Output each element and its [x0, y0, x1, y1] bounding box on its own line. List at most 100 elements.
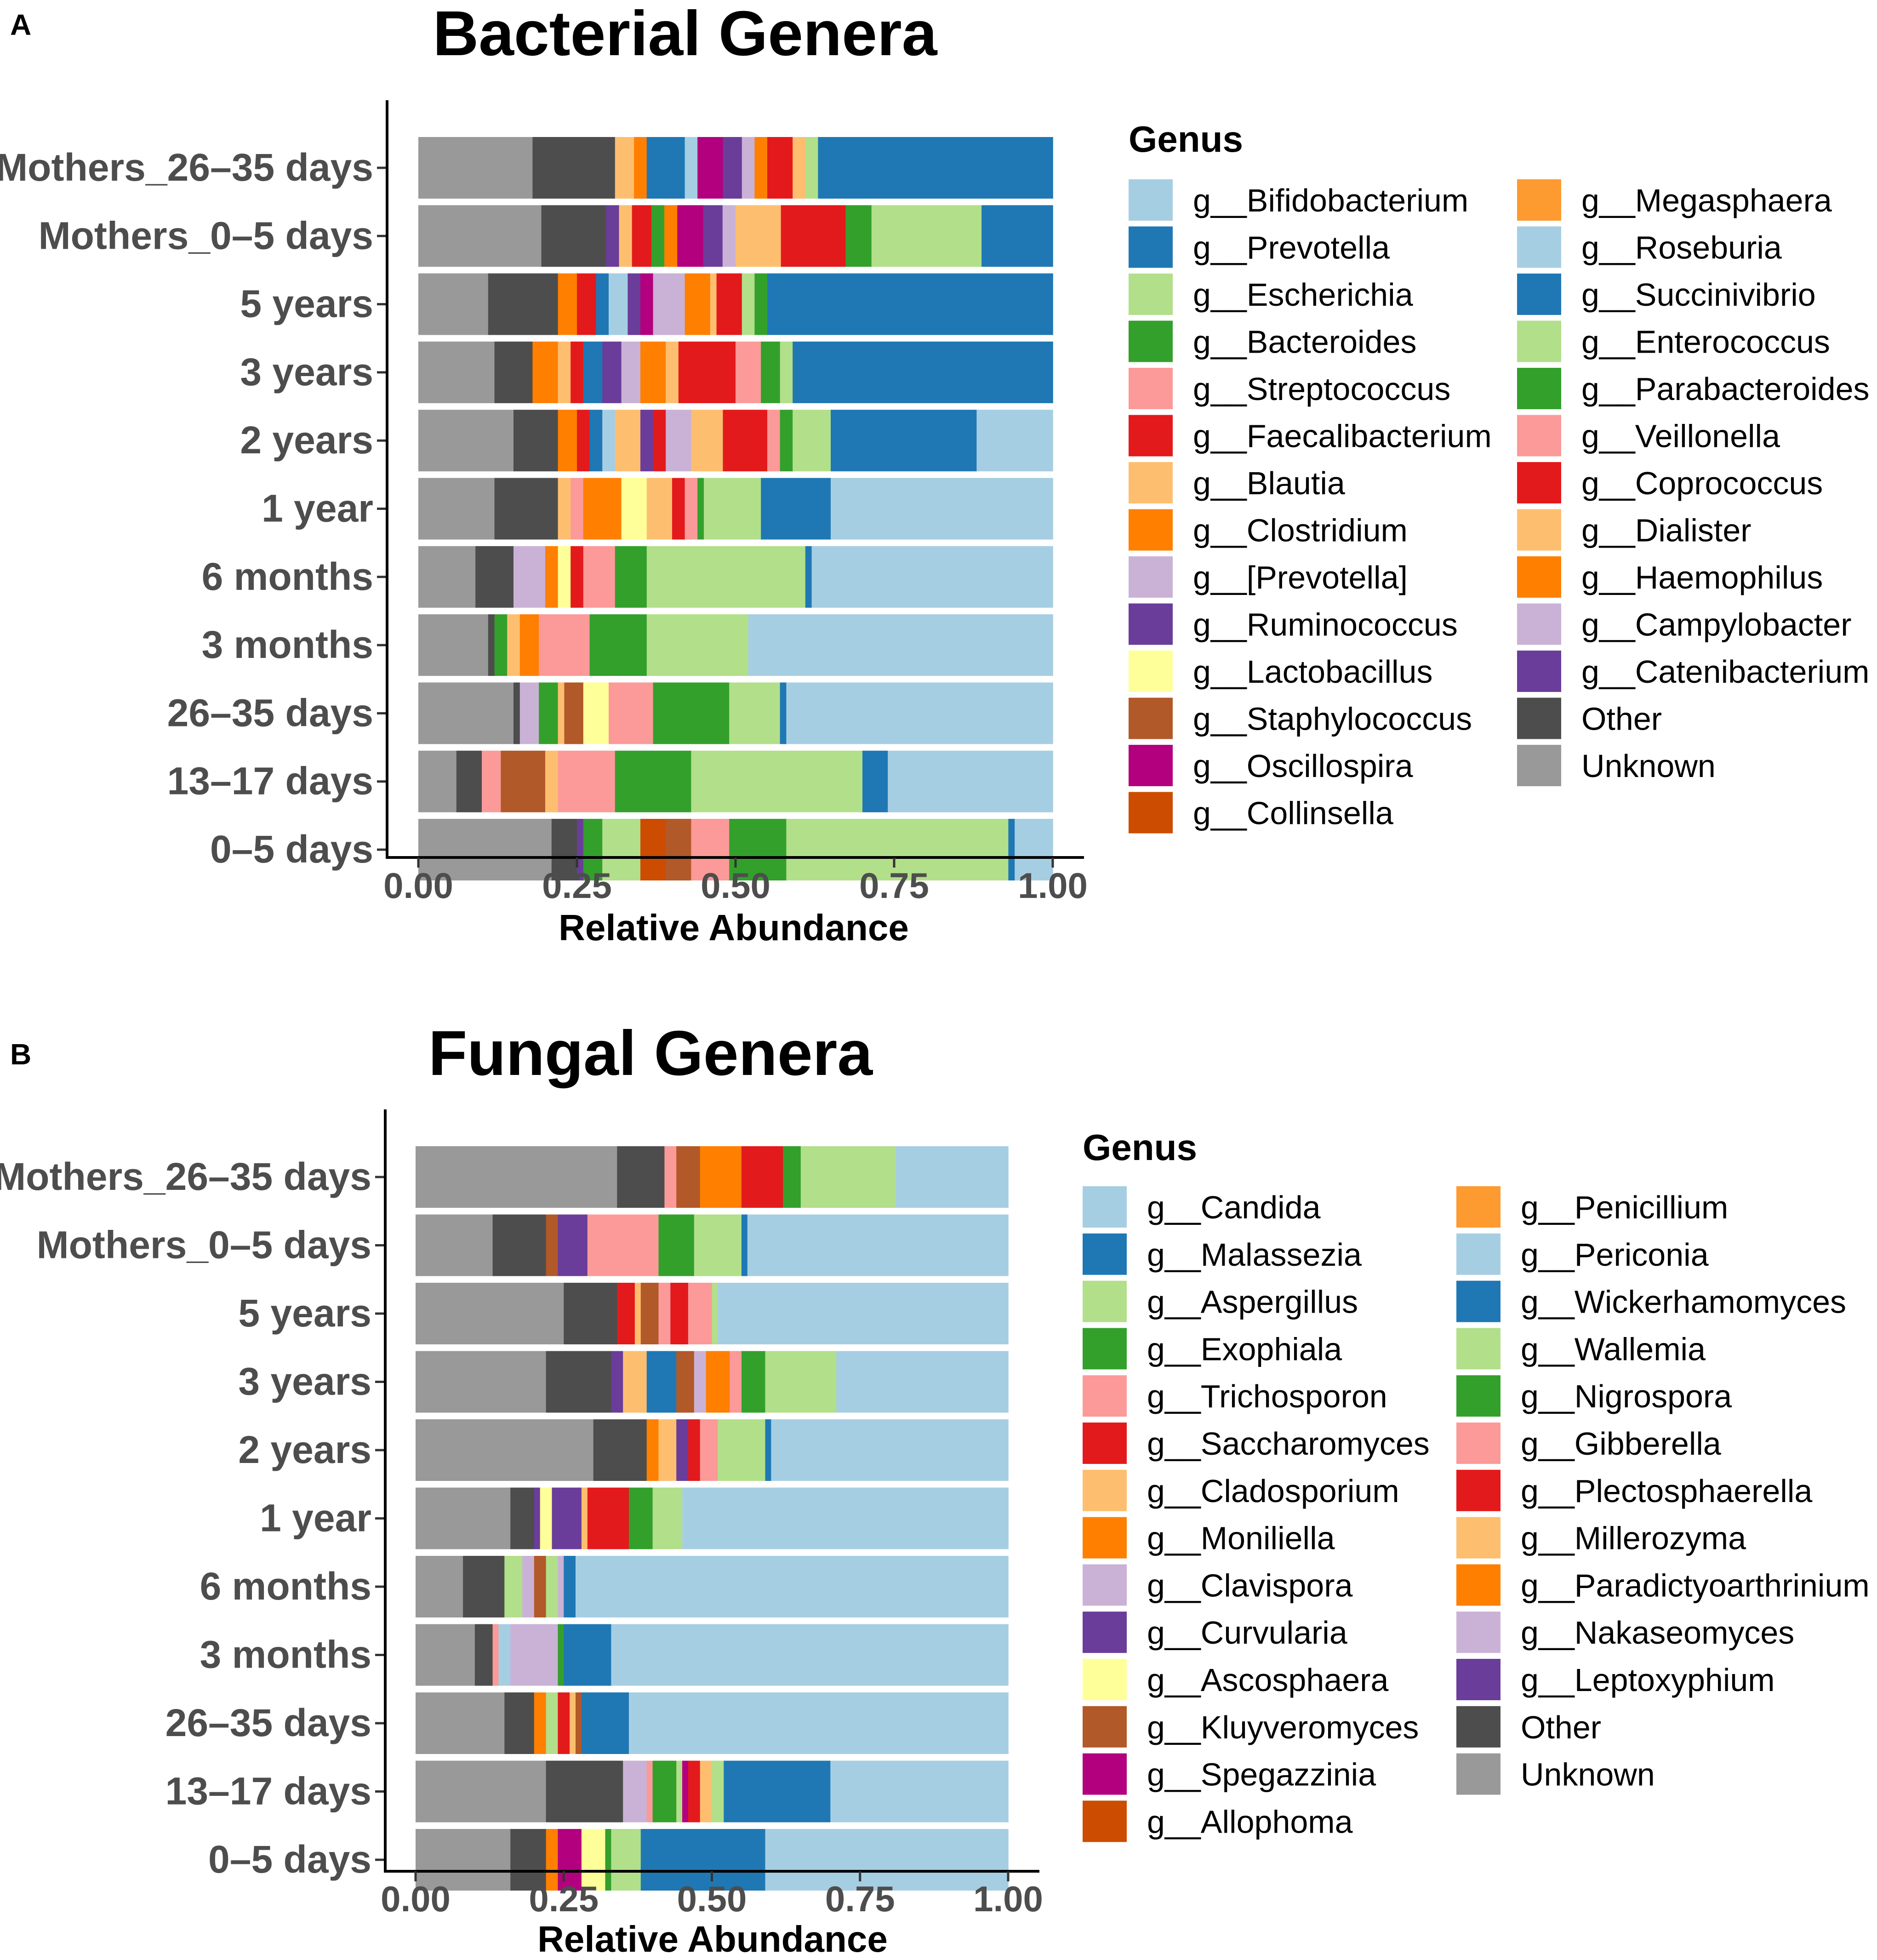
bar-segment — [418, 614, 489, 676]
legend-swatch — [1083, 1469, 1127, 1511]
legend-item: g__Streptococcus — [1129, 368, 1450, 409]
bar-segment — [416, 1624, 475, 1686]
legend-item: g__Prevotella — [1129, 226, 1390, 268]
bar-segment — [981, 205, 1053, 267]
category-label: 13–17 days — [165, 1770, 371, 1813]
legend-swatch — [1456, 1233, 1500, 1275]
bar-segment — [416, 1760, 547, 1823]
bar-segment — [685, 478, 698, 540]
bar-segment — [418, 682, 514, 744]
bar-segment — [646, 614, 749, 676]
legend-label: g__Collinsella — [1193, 795, 1393, 831]
bar-segment — [697, 478, 704, 540]
bar-segment — [546, 1760, 623, 1823]
legend-item: g__Plectosphaerella — [1456, 1469, 1812, 1511]
legend-swatch — [1456, 1611, 1500, 1653]
legend-label: g__Blautia — [1193, 465, 1345, 501]
bar-segment — [836, 1351, 1009, 1413]
x-axis-title: Relative Abundance — [537, 1919, 888, 1960]
bar-segment — [513, 410, 559, 472]
legend-swatch — [1129, 368, 1173, 409]
bar-segment — [583, 546, 616, 608]
bar-segment — [653, 273, 685, 335]
legend-swatch — [1129, 745, 1173, 786]
legend-swatch — [1083, 1659, 1127, 1700]
legend-swatch — [1517, 509, 1561, 551]
x-tick-label: 0.75 — [825, 1879, 895, 1919]
bar-segment — [552, 1487, 582, 1549]
legend-swatch — [1083, 1706, 1127, 1748]
bar-segment — [589, 614, 647, 676]
legend-label: g__Succinivibrio — [1581, 277, 1816, 313]
bar-segment — [504, 1692, 535, 1754]
bar-segment — [494, 341, 533, 403]
category-label: 6 months — [200, 1565, 371, 1608]
bar-segment — [498, 1624, 511, 1686]
legend-label: g__Clavispora — [1147, 1567, 1353, 1603]
bar-segment — [546, 1692, 559, 1754]
bar-segment — [729, 819, 787, 880]
bar-segment — [551, 819, 577, 880]
bar-segment — [416, 1556, 463, 1617]
legend-item: g__Trichosporon — [1083, 1375, 1387, 1417]
legend-item: g__Kluyveromyces — [1083, 1706, 1419, 1748]
bar-segment — [652, 1760, 677, 1823]
legend-swatch — [1083, 1233, 1127, 1275]
legend-item: g__Gibberella — [1456, 1423, 1721, 1464]
bar-segment — [581, 1487, 588, 1549]
legend-label: g__Coprococcus — [1581, 465, 1823, 501]
x-tick-label: 0.25 — [529, 1879, 599, 1919]
legend-swatch — [1456, 1564, 1500, 1606]
bar-segment — [611, 1624, 1009, 1686]
legend-swatch — [1129, 651, 1173, 692]
bar-segment — [577, 273, 597, 335]
bar-segment — [576, 1692, 582, 1754]
legend-swatch — [1083, 1611, 1127, 1653]
bar-segment — [646, 478, 673, 540]
legend-item: g__Catenibacterium — [1517, 651, 1869, 692]
bar-row — [418, 682, 1053, 744]
bar-segment — [736, 341, 761, 403]
bar-segment — [640, 819, 666, 880]
bar-segment — [742, 1351, 766, 1413]
legend-swatch — [1517, 179, 1561, 221]
bar-segment — [545, 546, 559, 608]
legend-label: g__Streptococcus — [1193, 371, 1450, 407]
category-label: Mothers_0–5 days — [37, 1223, 371, 1267]
bar-segment — [888, 750, 1053, 812]
legend-item: g__Clavispora — [1083, 1564, 1353, 1606]
legend-item: g__Veillonella — [1517, 415, 1780, 457]
bar-segment — [558, 546, 571, 608]
bar-segment — [640, 273, 654, 335]
bar-segment — [718, 1419, 766, 1481]
bar-segment — [754, 137, 768, 199]
legend-item: g__Blautia — [1129, 462, 1345, 503]
legend-label: g__Malassezia — [1147, 1237, 1362, 1273]
x-tick-label: 0.00 — [383, 865, 453, 906]
legend-label: g__Haemophilus — [1581, 560, 1823, 595]
bar-segment — [418, 750, 457, 812]
bar-row — [416, 1692, 1009, 1754]
legend-item: g__Allophoma — [1083, 1800, 1353, 1842]
bar-segment — [418, 819, 552, 880]
bar-segment — [700, 1419, 719, 1481]
legend-label: g__Wallemia — [1521, 1331, 1706, 1367]
bar-segment — [845, 205, 872, 267]
bar-segment — [416, 1146, 618, 1208]
category-label: 13–17 days — [167, 760, 373, 803]
legend-item: g__Clostridium — [1129, 509, 1408, 551]
bar-segment — [780, 341, 793, 403]
bar-segment — [786, 819, 1009, 880]
bar-segment — [416, 1487, 511, 1549]
bar-segment — [418, 137, 533, 199]
legend-item: g__Saccharomyces — [1083, 1423, 1430, 1464]
bar-segment — [583, 819, 603, 880]
bar-row — [418, 750, 1053, 812]
legend-label: g__Megasphaera — [1581, 183, 1832, 218]
y-axis: Mothers_26–35 days Mothers_0–5 days 5 year… — [0, 1109, 387, 1881]
bar-segment — [418, 410, 514, 472]
legend-swatch — [1517, 603, 1561, 645]
chart-title: Fungal Genera — [428, 1018, 873, 1089]
bar-segment — [781, 205, 846, 267]
